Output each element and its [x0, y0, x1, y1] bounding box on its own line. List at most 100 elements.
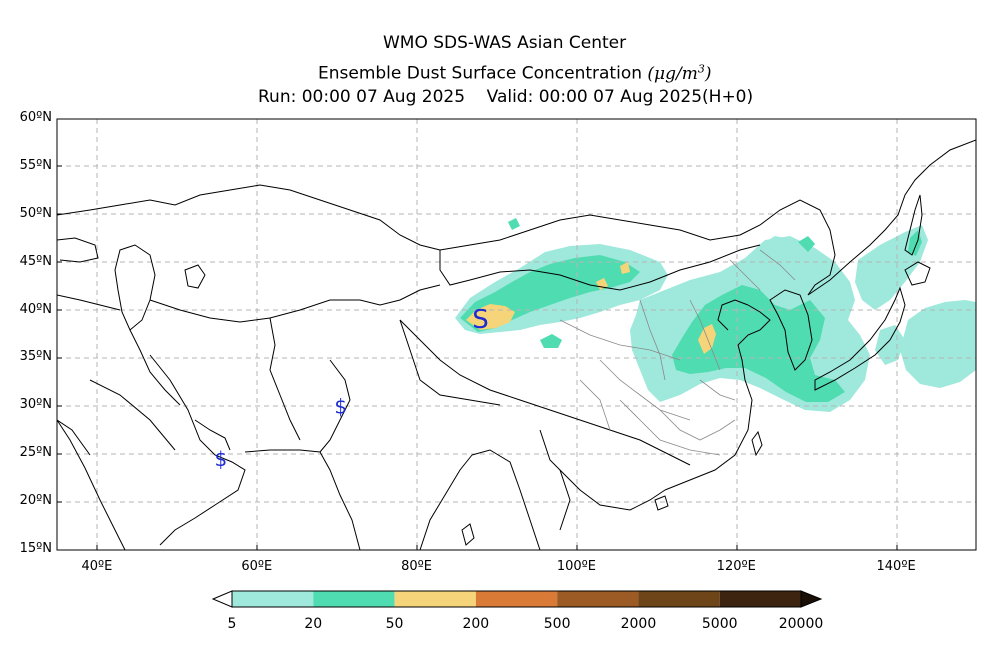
- colorbar-cell: [232, 591, 314, 607]
- coastline-caspian: [114, 244, 156, 331]
- unit-sup: 3: [697, 62, 705, 75]
- lon-label: 80ºE: [401, 559, 433, 574]
- colorbar-level-label: 50: [385, 616, 404, 632]
- lat-label: 30ºN: [19, 397, 52, 413]
- lat-label: 60ºN: [19, 110, 52, 125]
- dust-field-north-china-core: [698, 324, 716, 354]
- country-borders: [57, 139, 976, 550]
- colorbar-cells: [232, 591, 801, 607]
- dust-field-east-china-mid: [672, 285, 845, 402]
- colorbar: [211, 590, 823, 608]
- border-myanmar: [539, 429, 571, 531]
- dust-field-spot-1: [508, 218, 520, 230]
- coastline-japan-honshu: [814, 286, 906, 391]
- colorbar-level-label: 20: [304, 616, 323, 632]
- lon-label: 140ºE: [876, 559, 916, 574]
- coastline-persian-gulf: [194, 419, 231, 451]
- unit-close: ): [704, 63, 712, 84]
- colorbar-level-label: 500: [543, 616, 571, 632]
- coastline-aral: [184, 264, 206, 289]
- title-unit: (μg/m3): [647, 62, 712, 84]
- axis-ticks: [57, 118, 898, 551]
- lon-label: 100ºE: [556, 559, 596, 574]
- title-line-2: Ensemble Dust Surface Concentration (μg/…: [318, 59, 711, 84]
- border-russia-mongolia: [439, 214, 741, 251]
- coastline-india-east: [419, 454, 473, 550]
- map-grid: [57, 119, 976, 550]
- colorbar-over-arrow: [800, 590, 823, 608]
- border-china-south: [399, 319, 691, 466]
- coastline-se-asia: [559, 469, 666, 511]
- coastline-taiwan: [751, 430, 763, 457]
- dust-storm-marker: S: [472, 305, 489, 335]
- coastline-sri-lanka: [461, 523, 475, 546]
- colorbar-cell: [475, 591, 558, 607]
- dust-marker: $: [334, 394, 347, 418]
- border-saudi: [89, 379, 176, 451]
- colorbar-under-arrow: [211, 590, 233, 608]
- dust-marker: $: [214, 447, 227, 471]
- dust-field-pacific: [900, 300, 976, 388]
- lat-label: 40ºN: [19, 301, 52, 317]
- border-russia-china: [739, 199, 836, 296]
- coastline-sakhalin: [904, 194, 923, 256]
- colorbar-cell: [313, 591, 395, 607]
- border-kazakh-china: [439, 250, 471, 286]
- colorbar-level-label: 5000: [701, 616, 738, 632]
- coastline-japan-hokkaido: [904, 261, 931, 286]
- coastline-arabia-gulf: [149, 354, 246, 546]
- border-russia-kazakh: [57, 184, 441, 251]
- border-iran-afghan: [269, 317, 301, 441]
- colorbar-level-label: 200: [462, 616, 490, 632]
- border-turkey: [57, 294, 121, 311]
- dust-field-pacific-2: [875, 325, 905, 365]
- coastline-east-china: [737, 304, 771, 381]
- dust-field-qinghai: [540, 334, 562, 348]
- coastline-red-sea: [57, 419, 91, 456]
- coastline-bay-bengal: [471, 449, 541, 550]
- lon-label: 120ºE: [716, 559, 756, 574]
- title-line-3: Run: 00:00 07 Aug 2025 Valid: 00:00 07 A…: [258, 87, 754, 107]
- border-pakistan-india: [319, 359, 351, 453]
- lat-label: 45ºN: [19, 253, 52, 269]
- colorbar-level-label: 20000: [778, 616, 824, 632]
- lat-label: 25ºN: [19, 445, 52, 461]
- coastline-bohai: [717, 299, 749, 331]
- colorbar-cell: [557, 591, 639, 607]
- border-central-asia: [149, 284, 441, 323]
- province-borders: [559, 249, 796, 456]
- dust-field-gobi-core-2: [620, 262, 630, 274]
- lon-label: 60ºE: [241, 559, 273, 574]
- lat-label: 15ºN: [19, 541, 52, 556]
- lon-label: 40ºE: [81, 559, 113, 574]
- colorbar-cell: [638, 591, 720, 607]
- coastline-hainan: [654, 495, 669, 511]
- coastline-arabia-west: [57, 419, 126, 550]
- map-frame: [56, 118, 977, 551]
- colorbar-level-label: 2000: [620, 616, 657, 632]
- coastline-india-west: [319, 451, 361, 550]
- lat-label: 50ºN: [19, 205, 52, 221]
- map-content: [57, 119, 976, 550]
- colorbar-frame: [231, 590, 802, 608]
- coastline-arabian-sea: [244, 449, 321, 453]
- border-iran-iraq: [129, 329, 181, 406]
- colorbar-cell: [394, 591, 476, 607]
- dust-field-ne-mid: [798, 236, 815, 252]
- coastline-russia-east: [807, 139, 976, 296]
- dust-field: [455, 218, 976, 412]
- lat-label: 20ºN: [19, 493, 52, 509]
- colorbar-level-label: 5: [227, 616, 237, 632]
- border-china-india: [399, 319, 501, 406]
- unit-text: (μg/m: [647, 63, 698, 84]
- title-line-1: WMO SDS-WAS Asian Center: [383, 33, 627, 53]
- lat-label: 55ºN: [19, 157, 52, 173]
- lat-label: 35ºN: [19, 349, 52, 365]
- coastline-korea: [769, 289, 813, 371]
- title-line-2-text: Ensemble Dust Surface Concentration: [318, 63, 642, 84]
- marker-layer: S $ $: [214, 305, 488, 471]
- colorbar-cell: [719, 591, 801, 607]
- coastline-black-sea: [57, 237, 99, 263]
- border-china-mongolia: [469, 244, 761, 291]
